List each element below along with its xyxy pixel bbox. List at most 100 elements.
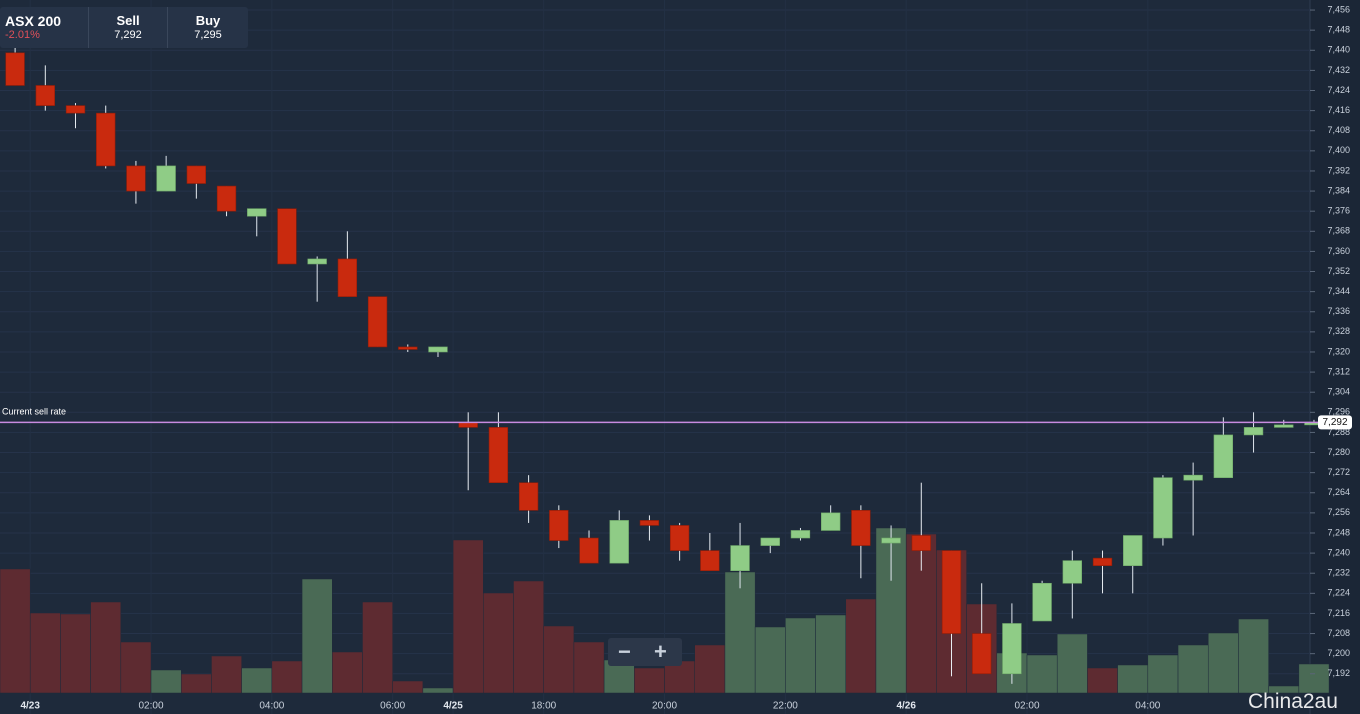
volume-bar xyxy=(785,617,816,694)
volume-bar xyxy=(241,667,273,694)
candle-body xyxy=(1274,424,1294,428)
volume-bar xyxy=(1056,633,1088,694)
x-tick-label: 04:00 xyxy=(1135,701,1160,712)
candle-body xyxy=(911,535,931,551)
zoom-controls: − + xyxy=(608,638,682,666)
volume-bar xyxy=(1177,644,1209,694)
y-tick-label: 7,256 xyxy=(1327,507,1350,517)
separator xyxy=(167,7,168,48)
x-tick-label: 02:00 xyxy=(139,701,164,712)
volume-bar xyxy=(332,651,363,694)
candle-body xyxy=(549,510,569,541)
y-tick-label: 7,328 xyxy=(1327,326,1350,336)
zoom-in[interactable]: + xyxy=(654,639,667,664)
candle-layer xyxy=(5,47,1324,684)
zoom-out[interactable]: − xyxy=(618,639,631,664)
candle-body xyxy=(156,165,176,192)
y-tick-label: 7,440 xyxy=(1327,45,1350,55)
volume-bar xyxy=(271,660,303,694)
volume-bar xyxy=(1026,654,1058,694)
buy-price: 7,295 xyxy=(194,29,222,41)
y-tick-label: 7,408 xyxy=(1327,125,1350,135)
y-tick-label: 7,264 xyxy=(1327,487,1350,497)
volume-bar xyxy=(90,601,122,694)
y-axis-panel xyxy=(1310,0,1360,714)
y-tick-label: 7,248 xyxy=(1327,527,1350,537)
x-tick-label: 02:00 xyxy=(1014,701,1039,712)
y-tick-label: 7,336 xyxy=(1327,306,1350,316)
volume-bar xyxy=(362,601,393,694)
y-tick-label: 7,240 xyxy=(1327,547,1350,557)
candle-body xyxy=(1123,535,1143,566)
volume-bar xyxy=(815,614,847,694)
y-tick-label: 7,232 xyxy=(1327,568,1350,578)
candle-body xyxy=(760,537,780,546)
y-tick-label: 7,288 xyxy=(1327,427,1350,437)
candle-body xyxy=(488,427,509,484)
watermark: China2au xyxy=(1248,690,1338,713)
x-tick-label: 06:00 xyxy=(380,701,405,712)
candle-body xyxy=(5,52,25,86)
candle-body xyxy=(639,520,660,526)
volume-bar xyxy=(543,625,575,694)
sell-cell[interactable]: Sell 7,292 xyxy=(89,7,167,48)
sell-label: Sell xyxy=(116,13,140,28)
volume-bar xyxy=(573,641,605,694)
candle-body xyxy=(1213,434,1234,478)
candle-body xyxy=(458,422,478,428)
candle-body xyxy=(277,208,297,265)
volume-bar xyxy=(634,667,665,694)
volume-bar xyxy=(1207,632,1239,694)
separator xyxy=(88,7,89,48)
candle-body xyxy=(1062,560,1082,584)
volume-bar xyxy=(1147,654,1179,694)
volume-bar xyxy=(211,655,242,694)
buy-cell[interactable]: Buy 7,295 xyxy=(168,7,248,48)
y-tick-label: 7,384 xyxy=(1327,185,1350,195)
current-rate-label: Current sell rate xyxy=(2,407,66,417)
candle-body xyxy=(820,512,841,531)
y-tick-label: 7,224 xyxy=(1327,588,1350,598)
candle-body xyxy=(730,545,750,571)
volume-bar xyxy=(180,673,212,694)
volume-bar xyxy=(392,680,424,694)
volume-bar xyxy=(60,613,91,694)
y-tick-label: 7,344 xyxy=(1327,286,1350,296)
y-tick-label: 7,352 xyxy=(1327,266,1350,276)
candle-body xyxy=(35,85,55,106)
candle-body xyxy=(398,346,418,350)
volume-bar xyxy=(1087,667,1118,694)
y-tick-label: 7,360 xyxy=(1327,246,1350,256)
candle-body xyxy=(609,520,629,564)
candle-body xyxy=(126,165,146,192)
x-tick-label: 4/23 xyxy=(20,701,40,712)
overlay-layer: 7,192 7,200 7,208 7,216 7,224 7,232 7,240 7,248… xyxy=(0,4,1352,712)
x-tick-label: 4/25 xyxy=(443,701,463,712)
volume-bar xyxy=(694,644,726,694)
candle-body xyxy=(669,525,690,551)
grid xyxy=(0,9,1310,675)
candle-body xyxy=(247,208,267,217)
candle-body xyxy=(1032,582,1052,622)
candle-body xyxy=(337,258,358,297)
volume-bar xyxy=(150,669,182,694)
candle-body xyxy=(579,537,599,564)
volume-bar xyxy=(422,687,454,694)
instrument: ASX 200 xyxy=(5,13,62,29)
y-tick-label: 7,424 xyxy=(1327,85,1350,95)
candle-body xyxy=(428,346,448,353)
candle-body xyxy=(1183,474,1203,481)
x-tick-label: 20:00 xyxy=(652,701,677,712)
candle-body xyxy=(941,550,962,634)
volume-bar xyxy=(1117,664,1149,694)
volume-bar xyxy=(0,568,31,694)
y-tick-label: 7,272 xyxy=(1327,467,1350,477)
y-tick-label: 7,208 xyxy=(1327,628,1350,638)
x-tick-label: 04:00 xyxy=(259,701,284,712)
y-tick-label: 7,296 xyxy=(1327,407,1350,417)
y-tick-label: 7,192 xyxy=(1327,668,1350,678)
candle-body xyxy=(96,112,116,167)
candle-body xyxy=(518,482,539,511)
